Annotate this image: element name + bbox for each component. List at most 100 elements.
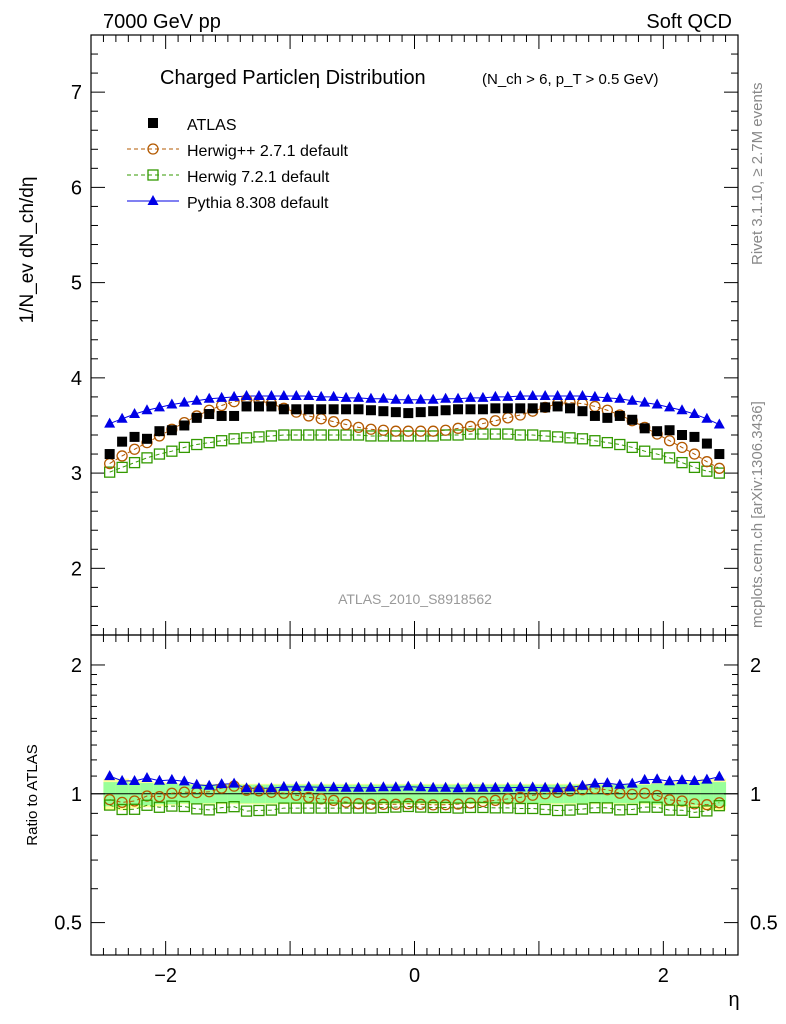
- data-point-pythia: [664, 401, 676, 412]
- data-point-atlas: [129, 431, 140, 442]
- data-point-atlas: [490, 403, 501, 414]
- data-point-pythia: [390, 393, 402, 404]
- data-point-pythia: [415, 781, 427, 792]
- data-point-atlas: [515, 403, 526, 414]
- data-point-pythia: [651, 398, 663, 409]
- data-point-herwig7: [253, 804, 265, 817]
- data-point-pythia: [377, 392, 389, 403]
- data-point-herwig7: [215, 802, 228, 814]
- data-point-herwigpp: [141, 790, 153, 802]
- data-point-herwig7: [713, 800, 725, 812]
- data-point-atlas: [154, 426, 165, 437]
- data-point-herwig7: [527, 802, 539, 815]
- data-point-herwig7: [377, 801, 390, 814]
- data-point-atlas: [166, 425, 177, 436]
- data-point-herwig7: [539, 430, 551, 442]
- data-point-herwig7: [514, 429, 526, 441]
- data-point-herwig7: [253, 431, 265, 443]
- data-point-pythia: [713, 770, 725, 781]
- data-point-pythia: [539, 389, 551, 400]
- data-point-herwig7: [116, 461, 128, 474]
- data-point-atlas: [565, 403, 576, 414]
- data-point-herwig7: [203, 436, 215, 449]
- data-point-atlas: [266, 401, 277, 412]
- data-point-herwigpp: [701, 799, 713, 811]
- data-point-pythia: [713, 418, 725, 429]
- series-herwigpp: [104, 394, 725, 474]
- data-point-herwig7: [365, 430, 377, 442]
- data-point-herwig7: [390, 801, 402, 813]
- data-point-pythia: [440, 392, 452, 403]
- data-point-herwig7: [128, 803, 141, 815]
- data-point-herwig7: [215, 435, 228, 447]
- series-line-herwig7: [109, 433, 720, 474]
- data-point-atlas: [602, 412, 613, 423]
- data-point-herwig7: [402, 800, 414, 813]
- data-point-herwigpp: [327, 416, 340, 428]
- data-point-herwig7: [502, 428, 514, 440]
- data-point-pythia: [427, 781, 439, 792]
- data-point-herwig7: [663, 452, 676, 464]
- data-point-herwigpp: [701, 456, 713, 468]
- data-point-atlas: [328, 404, 339, 415]
- data-point-atlas: [714, 449, 725, 460]
- data-point-pythia: [564, 781, 576, 792]
- data-point-pythia: [601, 777, 613, 788]
- data-point-pythia: [129, 408, 141, 419]
- data-point-atlas: [540, 402, 551, 413]
- data-point-herwig7: [439, 801, 452, 814]
- data-point-herwig7: [651, 448, 663, 460]
- data-point-pythia: [104, 417, 116, 428]
- data-point-atlas: [179, 420, 190, 431]
- data-point-pythia: [452, 392, 464, 403]
- data-point-pythia: [141, 404, 153, 415]
- data-point-pythia: [265, 782, 277, 793]
- legend-label-herwigpp: Herwig++ 2.7.1 default: [187, 143, 349, 160]
- data-point-pythia: [589, 777, 601, 788]
- data-point-pythia: [228, 390, 240, 401]
- data-point-herwigpp: [651, 789, 663, 802]
- ratio-series-layer: [104, 770, 725, 818]
- chart-title: Charged Particleη Distribution: [160, 67, 426, 89]
- data-point-herwig7: [365, 802, 377, 814]
- data-point-herwig7: [327, 429, 340, 441]
- data-point-pythia: [253, 782, 265, 793]
- data-point-pythia: [390, 781, 402, 792]
- data-point-herwig7: [265, 430, 278, 442]
- data-point-pythia: [402, 393, 414, 404]
- data-point-atlas: [229, 410, 240, 421]
- data-point-herwig7: [191, 438, 203, 451]
- data-point-pythia: [328, 781, 340, 792]
- data-point-herwig7: [564, 804, 576, 816]
- data-point-pythia: [216, 391, 228, 402]
- data-point-herwigpp: [327, 794, 340, 807]
- main-y-ticks: 2 3 4 5 6 7: [71, 53, 738, 626]
- data-point-herwig7: [427, 801, 439, 814]
- data-point-herwigpp: [688, 448, 701, 460]
- data-point-pythia: [191, 778, 203, 789]
- data-point-herwig7: [676, 456, 688, 469]
- data-point-herwig7: [278, 429, 290, 441]
- data-point-herwig7: [104, 466, 116, 478]
- series-herwigpp: [104, 780, 725, 811]
- data-point-herwig7: [303, 802, 315, 814]
- data-point-pythia: [203, 392, 215, 403]
- ratio-y-tick-label-right: 2: [750, 655, 761, 677]
- data-point-pythia: [353, 781, 365, 792]
- data-point-pythia: [340, 391, 352, 402]
- series-line-herwigpp: [109, 785, 720, 806]
- data-point-herwigpp: [166, 787, 178, 799]
- data-point-herwig7: [203, 804, 215, 816]
- data-point-atlas: [652, 426, 663, 437]
- series-herwig7: [104, 799, 725, 818]
- ratio-plot-panel: −2 0 2 0.5 0.5 1 1 2 2 Ratio to ATLAS η: [24, 634, 778, 1011]
- ratio-x-ticks: −2 0 2: [102, 635, 727, 987]
- data-point-atlas: [577, 406, 588, 417]
- data-point-atlas: [428, 406, 439, 417]
- series-pythia: [104, 770, 725, 793]
- data-point-herwig7: [639, 445, 651, 457]
- data-point-pythia: [365, 392, 377, 403]
- data-point-atlas: [701, 438, 712, 449]
- data-point-herwigpp: [340, 796, 352, 808]
- data-point-atlas: [204, 409, 215, 420]
